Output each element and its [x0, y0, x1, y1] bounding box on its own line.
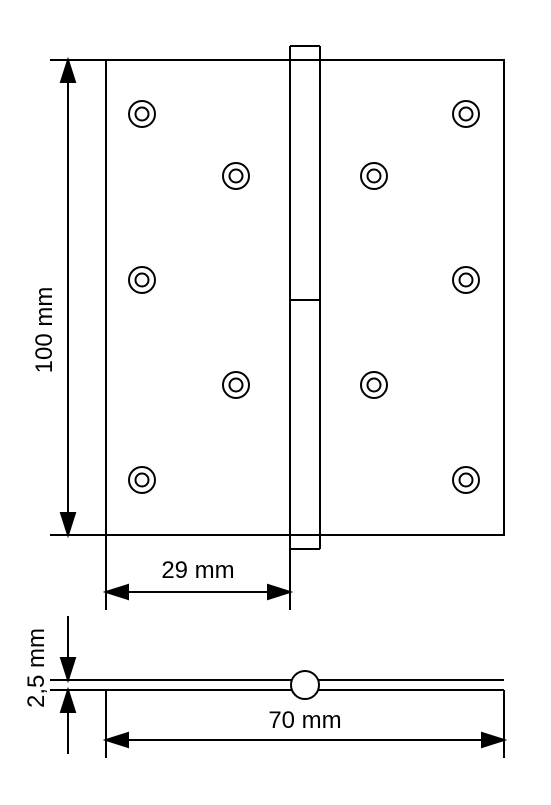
dim-height-label: 100 mm	[31, 287, 58, 374]
knuckle	[290, 46, 320, 549]
hinge-dimension-drawing: 100 mm 29 mm 2,5 mm 70 mm	[0, 0, 551, 805]
dim-height	[50, 60, 106, 535]
screw-holes-right	[361, 101, 479, 493]
dim-leaf-width-label: 29 mm	[161, 557, 234, 584]
hinge-body-outline	[106, 60, 504, 535]
dim-open-width-label: 70 mm	[268, 707, 341, 734]
side-view	[106, 671, 504, 699]
screw-holes-left	[129, 101, 249, 493]
dim-thickness	[50, 616, 106, 754]
dim-thickness-label: 2,5 mm	[23, 628, 50, 708]
